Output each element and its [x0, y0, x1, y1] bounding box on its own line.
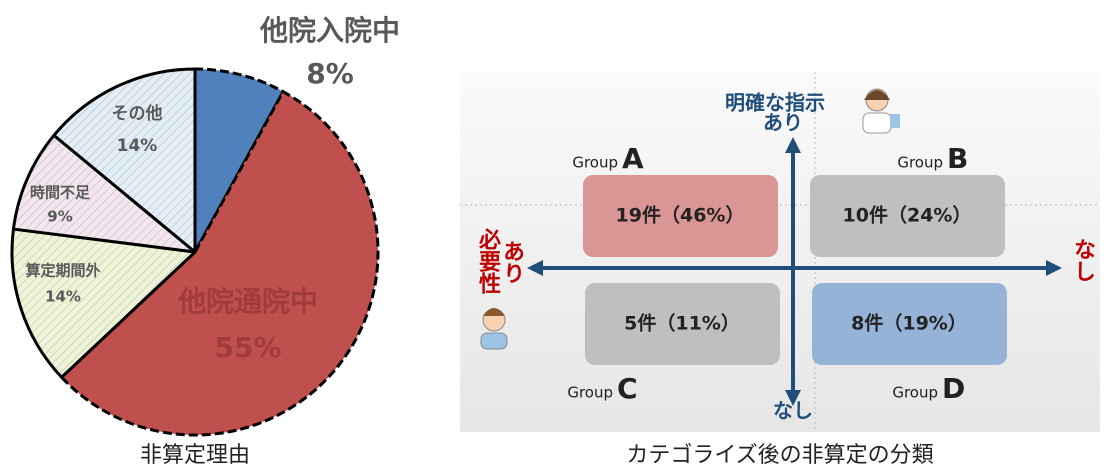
- value-label: 55%: [214, 331, 281, 364]
- page: 非算定理由 明確な指示 あり なし 必要性 あり なし 19件（46%）Grou…: [0, 0, 1112, 472]
- group-label: Group: [567, 384, 613, 402]
- slice-label: 他院通院中: [177, 285, 318, 318]
- group-count: 19件（46%）: [616, 204, 745, 227]
- group-count: 10件（24%）: [843, 204, 972, 227]
- group-letter: D: [942, 372, 965, 405]
- group-letter: B: [947, 142, 968, 175]
- group-count: 8件（19%）: [851, 312, 967, 335]
- value-label: 14%: [117, 136, 158, 156]
- axis-label: 必要性: [475, 227, 501, 294]
- pie-chart: [12, 69, 378, 435]
- slice-label: 時間不足: [30, 184, 91, 202]
- value-label: 8%: [306, 57, 354, 90]
- diagram-caption: カテゴライズ後の非算定の分類: [626, 443, 933, 468]
- value-label: 14%: [45, 288, 81, 306]
- value-label: 9%: [47, 208, 72, 226]
- slice-label: その他: [112, 103, 163, 124]
- chart-title: 非算定理由: [140, 443, 250, 468]
- axis-label: あり: [499, 240, 524, 284]
- slice-label: 他院入院中: [259, 14, 400, 47]
- group-count: 5件（11%）: [624, 312, 740, 335]
- group-letter: A: [622, 142, 644, 175]
- axis-label: あり: [763, 111, 803, 135]
- axis-label: なし: [1070, 238, 1095, 282]
- axis-label: なし: [773, 399, 813, 423]
- group-label: Group: [892, 384, 938, 402]
- slice-label: 算定期間外: [25, 262, 100, 280]
- group-label: Group: [897, 154, 943, 172]
- group-letter: C: [617, 372, 638, 405]
- group-label: Group: [572, 154, 618, 172]
